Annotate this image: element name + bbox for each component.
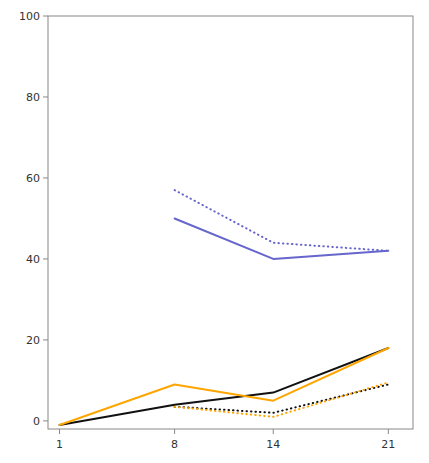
- x-tick-label: 8: [171, 438, 178, 451]
- x-tick: [174, 429, 175, 434]
- y-tick-label: 100: [19, 10, 40, 23]
- y-tick: [43, 16, 48, 17]
- series-line: [175, 382, 389, 416]
- series-line: [60, 348, 389, 425]
- x-tick: [59, 429, 60, 434]
- x-tick-label: 1: [56, 438, 63, 451]
- series-line: [175, 218, 389, 258]
- chart-container: 0 20 40 60 80 100 1 8 14 21: [0, 0, 429, 463]
- plot-frame: [48, 16, 413, 429]
- x-tick: [273, 429, 274, 434]
- y-tick: [43, 177, 48, 178]
- y-tick: [43, 96, 48, 97]
- y-tick-label: 40: [26, 253, 40, 266]
- series-line: [175, 384, 389, 412]
- x-tick: [388, 429, 389, 434]
- y-tick-label: 60: [26, 172, 40, 185]
- y-tick-label: 20: [26, 334, 40, 347]
- series-line: [60, 348, 389, 425]
- y-tick: [43, 339, 48, 340]
- x-tick-label: 14: [266, 438, 280, 451]
- chart-svg: 0 20 40 60 80 100 1 8 14 21: [0, 0, 429, 463]
- series-group: [60, 190, 389, 425]
- y-tick: [43, 420, 48, 421]
- series-line: [175, 190, 389, 251]
- x-tick-label: 21: [381, 438, 395, 451]
- y-tick-label: 0: [33, 415, 40, 428]
- y-tick-label: 80: [26, 91, 40, 104]
- y-tick: [43, 258, 48, 259]
